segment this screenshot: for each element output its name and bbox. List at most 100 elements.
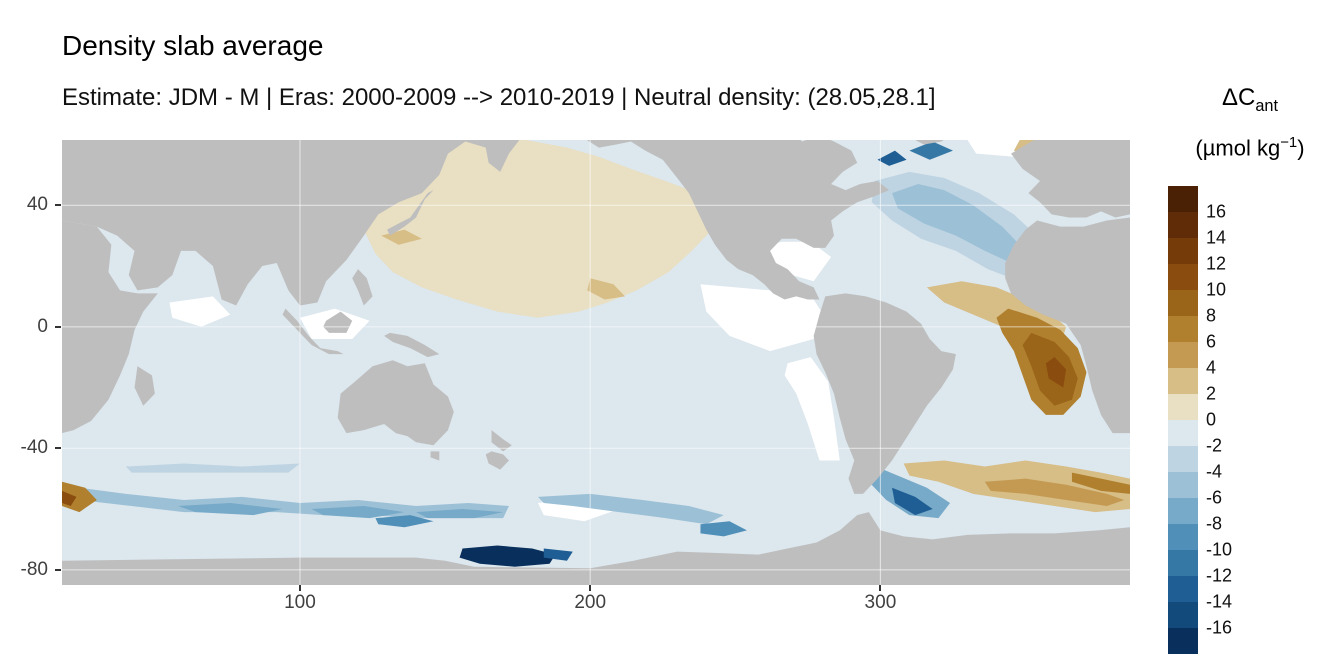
legend-bin-(2,4] — [1168, 368, 1198, 394]
land-borneo — [323, 311, 353, 333]
land-philippines — [352, 269, 373, 306]
legend-bin-(6,8] — [1168, 316, 1198, 342]
map-patch-nodata-east-tropical-pacific — [700, 284, 826, 352]
map-patch-nodata-peru-chile — [784, 357, 840, 461]
map-patch-so-dark-1 — [375, 515, 434, 528]
legend-title: ΔCant — [1150, 84, 1344, 116]
map-patch-npac-tan-speck — [587, 278, 626, 300]
plot-title: Density slab average — [62, 30, 324, 61]
map-patch-ross-navy-edge — [543, 548, 573, 561]
map-patch-natl-dark-speck-1 — [909, 141, 953, 160]
map-patch-so-band-west — [62, 487, 509, 519]
legend-bin-(14,16] — [1168, 212, 1198, 238]
land-africa-west — [1005, 217, 1130, 434]
land-britain — [1031, 150, 1052, 175]
legend-tick-label: -8 — [1206, 513, 1223, 534]
land-nz-south — [485, 451, 509, 470]
legend-bin-(-6,-4] — [1168, 472, 1198, 498]
legend-bin-(-12,-10] — [1168, 550, 1198, 576]
map-patch-natl-dark-speck-2 — [877, 150, 907, 166]
legend-title-sub: ant — [1255, 96, 1279, 115]
legend-bin-(-2,0] — [1168, 420, 1198, 446]
y-tick-label: 40 — [26, 194, 48, 216]
map-patch-satip-blue — [868, 463, 951, 519]
y-tick-mark — [55, 568, 61, 571]
map-patch-swatl-brown — [1071, 472, 1130, 494]
legend-bin-(-16,-14] — [1168, 602, 1198, 628]
map-patch-agulhas-brown-dark — [62, 490, 77, 507]
legend-units: (µmol kg−1) — [1150, 134, 1344, 161]
legend-tick-label: -16 — [1206, 617, 1233, 638]
legend-tick-label: -14 — [1206, 591, 1233, 612]
land-new-guinea — [384, 332, 440, 358]
x-tick-mark — [589, 585, 592, 591]
land-south-america — [813, 293, 956, 494]
map-patch-indian-front-streak — [125, 463, 300, 473]
legend-bin->16 — [1168, 186, 1198, 212]
legend-tick-label: 2 — [1206, 383, 1217, 404]
legend-bin-≤-16 — [1168, 628, 1198, 654]
y-tick-label: -40 — [20, 437, 48, 459]
map-patch-nodata-gulf-caribbean — [758, 241, 832, 282]
x-tick-mark — [879, 585, 882, 591]
land-eurasia — [62, 140, 520, 306]
legend-unit-open: (µmol kg — [1195, 135, 1281, 161]
map-patch-so-streak-3 — [416, 509, 504, 519]
legend-tick-label: 16 — [1206, 201, 1227, 222]
land-australia — [337, 360, 454, 446]
land-japan — [387, 190, 434, 236]
legend: ΔCant (µmol kg−1) 16 14 12 10 8 6 4 2 0 -2 -4 -6 -8 -… — [1150, 80, 1344, 670]
land-tasmania — [430, 451, 440, 461]
x-tick-label: 200 — [574, 592, 607, 613]
legend-unit-close: ) — [1297, 135, 1305, 161]
legend-tick-label: 8 — [1206, 305, 1217, 326]
legend-unit-exp: −1 — [1280, 134, 1298, 151]
legend-bin-(-4,-2] — [1168, 446, 1198, 472]
y-tick-label: -80 — [20, 558, 48, 580]
plot-subtitle: Estimate: JDM - M | Eras: 2000-2009 --> … — [62, 84, 936, 111]
legend-bin-(-14,-12] — [1168, 576, 1198, 602]
legend-bin-(-10,-8] — [1168, 524, 1198, 550]
map-panel — [62, 140, 1130, 585]
legend-bin-(0,2] — [1168, 394, 1198, 420]
legend-bin-(-8,-6] — [1168, 498, 1198, 524]
map-patch-so-band-east — [537, 493, 724, 525]
map-patch-satip-blue-dark — [892, 487, 933, 516]
legend-tick-label: 0 — [1206, 409, 1217, 430]
land-sumatra-java — [282, 308, 344, 355]
legend-bin-(8,10] — [1168, 290, 1198, 316]
legend-tick-label: -12 — [1206, 565, 1233, 586]
y-tick-mark — [55, 325, 61, 328]
y-tick-label: 0 — [37, 315, 48, 337]
land-madagascar — [134, 366, 155, 406]
legend-bin-(4,6] — [1168, 342, 1198, 368]
map-patch-swatl-brown-streak — [984, 478, 1125, 507]
legend-tick-labels: 16 14 12 10 8 6 4 2 0 -2 -4 -6 -8 -10 -12 -14 -16 — [1206, 186, 1276, 654]
legend-tick-label: 14 — [1206, 227, 1227, 248]
map-patch-nodata-norwegian-sea — [967, 140, 1020, 157]
y-tick-mark — [55, 447, 61, 450]
legend-tick-label: 10 — [1206, 279, 1227, 300]
land-antarctica — [62, 512, 1130, 585]
x-tick-label: 300 — [864, 592, 897, 613]
legend-tick-label: 4 — [1206, 357, 1217, 378]
map-patch-so-dark-2 — [700, 521, 747, 537]
map-patch-so-streak-1 — [178, 502, 283, 516]
x-tick-mark — [298, 585, 301, 591]
legend-colorbar — [1168, 186, 1198, 654]
map-patch-so-streak-2 — [311, 506, 405, 519]
land-north-america — [586, 140, 890, 300]
legend-tick-label: 6 — [1206, 331, 1217, 352]
map-patch-ross-navy — [459, 545, 556, 567]
map-patch-npac-cream — [358, 140, 715, 318]
legend-bin-(10,12] — [1168, 264, 1198, 290]
map-patch-tatl-brown-darkest — [1045, 357, 1067, 388]
land-greenland — [915, 140, 944, 145]
legend-bin-(12,14] — [1168, 238, 1198, 264]
legend-title-main: ΔC — [1221, 84, 1256, 111]
map-patch-natl-blue-mid — [892, 184, 1023, 264]
legend-tick-label: -6 — [1206, 487, 1223, 508]
x-tick-label: 100 — [284, 592, 316, 613]
legend-tick-label: -10 — [1206, 539, 1233, 560]
y-tick-mark — [55, 204, 61, 207]
